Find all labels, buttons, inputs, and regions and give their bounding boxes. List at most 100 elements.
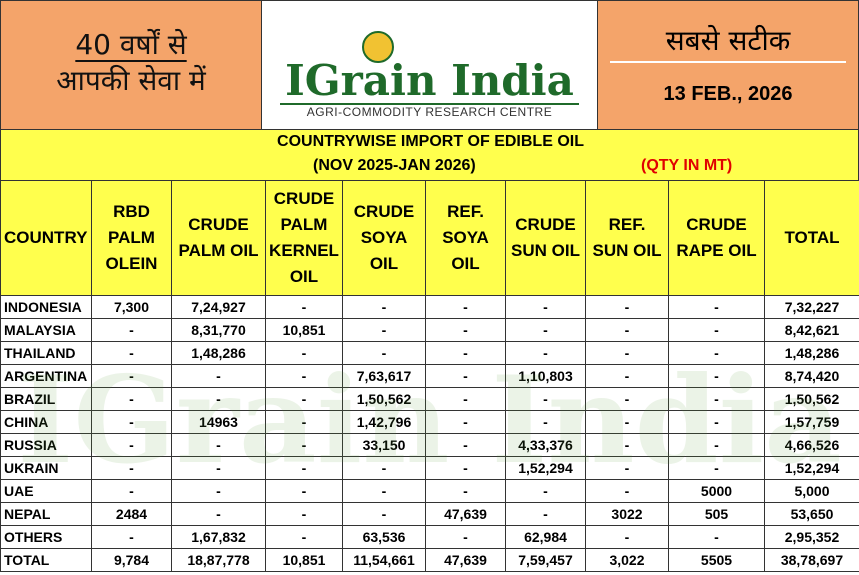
table-cell: MALAYSIA xyxy=(0,318,92,342)
table-row: TOTAL 9,784 18,87,778 10,851 11,54,661 47,639… xyxy=(0,548,859,572)
table-cell: - xyxy=(505,502,586,526)
table-cell: 2,95,352 xyxy=(764,525,859,549)
table-cell: - xyxy=(265,364,343,388)
table-cell: - xyxy=(505,318,586,342)
table-cell: 33,150 xyxy=(342,433,426,457)
table-cell: 38,78,697 xyxy=(764,548,859,572)
column-header: REF. SUN OIL xyxy=(585,180,669,296)
table-cell: - xyxy=(585,364,669,388)
table-cell: THAILAND xyxy=(0,341,92,365)
table-cell: - xyxy=(342,479,426,503)
column-header: REF. SOYA OIL xyxy=(425,180,506,296)
table-row: RUSSIA - - -33,150-4,33,376- -4,66,526 xyxy=(0,433,859,457)
table-cell: - xyxy=(425,364,506,388)
table-cell: - xyxy=(265,387,343,411)
table-cell: 4,66,526 xyxy=(764,433,859,457)
table-cell: - xyxy=(265,341,343,365)
table-cell: 7,300 xyxy=(91,295,172,319)
logo-title: IGrain India xyxy=(285,56,574,105)
table-cell: - xyxy=(171,479,266,503)
table-cell: - xyxy=(342,341,426,365)
table-cell: - xyxy=(91,364,172,388)
report-title: COUNTRYWISE IMPORT OF EDIBLE OIL xyxy=(277,133,584,150)
table-cell: - xyxy=(342,318,426,342)
table-cell: - xyxy=(91,525,172,549)
table-cell: - xyxy=(505,341,586,365)
table-cell: - xyxy=(585,456,669,480)
table-cell: - xyxy=(425,295,506,319)
table-cell: 53,650 xyxy=(764,502,859,526)
report-unit: (QTY IN MT) xyxy=(641,157,733,174)
table-cell: - xyxy=(668,433,765,457)
table-cell: - xyxy=(91,433,172,457)
table-cell: - xyxy=(425,410,506,434)
table-cell: TOTAL xyxy=(0,548,92,572)
table-cell: UKRAIN xyxy=(0,456,92,480)
table-cell: - xyxy=(91,479,172,503)
table-cell: - xyxy=(425,456,506,480)
table-cell: - xyxy=(265,525,343,549)
table-cell: - xyxy=(91,410,172,434)
tagline: सबसे सटीक xyxy=(610,21,846,63)
logo-subtitle: AGRI-COMMODITY RESEARCH CENTRE xyxy=(280,103,579,119)
table-cell: - xyxy=(505,410,586,434)
banner-text: आपकी सेवा में xyxy=(56,64,206,97)
table-cell: 505 xyxy=(668,502,765,526)
table-cell: - xyxy=(342,456,426,480)
table-row: THAILAND -1,48,286- - - - - -1,48,286 xyxy=(0,341,859,365)
table-cell: - xyxy=(265,456,343,480)
table-cell: - xyxy=(265,502,343,526)
table-cell: 1,50,562 xyxy=(342,387,426,411)
table-cell: 1,57,759 xyxy=(764,410,859,434)
table-cell: 10,851 xyxy=(265,318,343,342)
table-cell: 11,54,661 xyxy=(342,548,426,572)
table-cell: 8,31,770 xyxy=(171,318,266,342)
table-cell: 14963 xyxy=(171,410,266,434)
table-cell: - xyxy=(91,341,172,365)
table-cell: - xyxy=(171,364,266,388)
column-header: CRUDE PALM OIL xyxy=(171,180,266,296)
table-cell: 62,984 xyxy=(505,525,586,549)
table-cell: RUSSIA xyxy=(0,433,92,457)
table-cell: 47,639 xyxy=(425,548,506,572)
table-cell: 10,851 xyxy=(265,548,343,572)
table-cell: - xyxy=(585,433,669,457)
table-cell: 7,32,227 xyxy=(764,295,859,319)
table-cell: 18,87,778 xyxy=(171,548,266,572)
table-cell: - xyxy=(265,433,343,457)
table-cell: 7,63,617 xyxy=(342,364,426,388)
table-cell: - xyxy=(585,410,669,434)
table-cell: 1,10,803 xyxy=(505,364,586,388)
header-row: COUNTRY RBD PALM OLEIN CRUDE PALM OIL CRUDE… xyxy=(0,180,859,296)
table-cell: 8,42,621 xyxy=(764,318,859,342)
banner-text: 40 वर्षों से xyxy=(75,28,187,61)
import-table: COUNTRY RBD PALM OLEIN CRUDE PALM OIL CRUDE… xyxy=(0,180,859,572)
table-row: INDONESIA 7,300 7,24,927- - - - - -7,32,227 xyxy=(0,295,859,319)
table-cell: - xyxy=(425,433,506,457)
table-cell: 3,022 xyxy=(585,548,669,572)
table-cell: - xyxy=(425,479,506,503)
table-cell: 1,67,832 xyxy=(171,525,266,549)
logo: IGrain India AGRI-COMMODITY RESEARCH CEN… xyxy=(262,0,597,130)
table-cell: - xyxy=(171,502,266,526)
table-cell: ARGENTINA xyxy=(0,364,92,388)
table-cell: - xyxy=(585,341,669,365)
table-cell: BRAZIL xyxy=(0,387,92,411)
table-cell: 3022 xyxy=(585,502,669,526)
table-row: CHINA -14963-1,42,796- - - -1,57,759 xyxy=(0,410,859,434)
table-cell: - xyxy=(171,433,266,457)
table-cell: - xyxy=(91,387,172,411)
table-cell: 1,48,286 xyxy=(764,341,859,365)
table-cell: - xyxy=(585,479,669,503)
table-cell: 2484 xyxy=(91,502,172,526)
table-row: UKRAIN - - - - -1,52,294- -1,52,294 xyxy=(0,456,859,480)
date: 13 FEB., 2026 xyxy=(663,83,793,105)
table-cell: 1,42,796 xyxy=(342,410,426,434)
table-row: OTHERS -1,67,832-63,536-62,984- -2,95,352 xyxy=(0,525,859,549)
table-cell: - xyxy=(425,525,506,549)
table-cell: - xyxy=(668,525,765,549)
table-cell: 1,48,286 xyxy=(171,341,266,365)
table-cell: OTHERS xyxy=(0,525,92,549)
table-cell: 1,52,294 xyxy=(505,456,586,480)
